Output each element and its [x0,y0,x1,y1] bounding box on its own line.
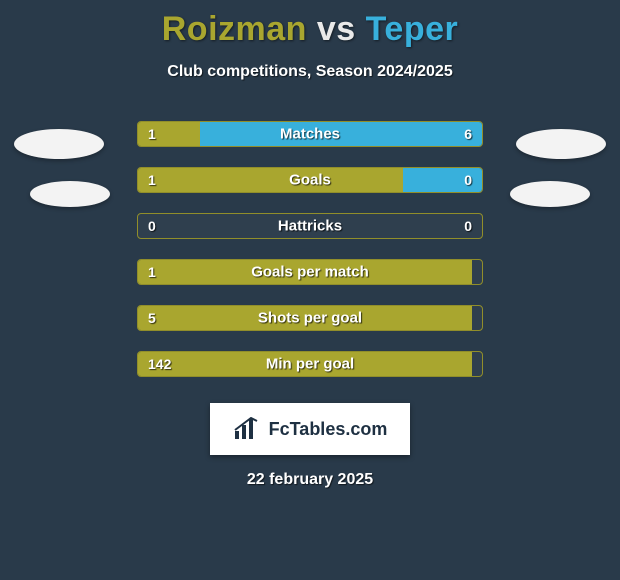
bar-chart-icon [233,417,263,441]
bar-label: Hattricks [138,218,482,235]
stat-bar: 1Goals per match [137,259,483,285]
player1-name: Roizman [162,10,307,48]
stat-bar: 0 0Hattricks [137,213,483,239]
bar-value-left: 0 [148,218,156,234]
stat-bar: 10Goals [137,167,483,193]
date-text: 22 february 2025 [0,471,620,489]
player1-badge2-icon [30,181,110,207]
vs-text: vs [317,10,356,48]
subtitle: Club competitions, Season 2024/2025 [0,63,620,81]
bar-fill-left [138,260,472,284]
player1-badge-icon [14,129,104,159]
player2-badge-icon [516,129,606,159]
bar-fill-right [403,168,482,192]
bar-fill-left [138,122,200,146]
comparison-title: Roizman vs Teper [0,0,620,49]
player2-badge2-icon [510,181,590,207]
bar-fill-left [138,352,472,376]
logo-text: FcTables.com [269,419,388,440]
bar-value-right: 0 [464,218,472,234]
player2-name: Teper [366,10,459,48]
comparison-content: 16Matches 10Goals 0 0Hattricks 1Goals per ma… [0,121,620,489]
bar-fill-left [138,306,472,330]
stat-bars: 16Matches 10Goals 0 0Hattricks 1Goals per ma… [137,121,483,377]
stat-bar: 142Min per goal [137,351,483,377]
source-logo: FcTables.com [210,403,410,455]
stat-bar: 16Matches [137,121,483,147]
stat-bar: 5Shots per goal [137,305,483,331]
bar-fill-right [200,122,482,146]
bar-fill-left [138,168,403,192]
